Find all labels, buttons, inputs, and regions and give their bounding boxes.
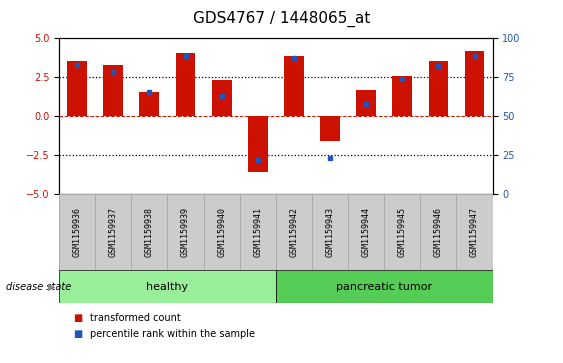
Bar xyxy=(95,194,131,270)
Bar xyxy=(276,270,493,303)
Bar xyxy=(176,53,195,116)
Text: GSM1159943: GSM1159943 xyxy=(325,207,334,257)
Text: healthy: healthy xyxy=(146,282,189,292)
Bar xyxy=(240,194,276,270)
Bar xyxy=(464,50,485,116)
Bar xyxy=(320,116,340,141)
Bar xyxy=(312,194,348,270)
Bar xyxy=(284,56,304,116)
Text: GSM1159946: GSM1159946 xyxy=(434,207,443,257)
Text: GSM1159939: GSM1159939 xyxy=(181,207,190,257)
Bar xyxy=(348,194,384,270)
Bar xyxy=(104,65,123,116)
Text: GSM1159937: GSM1159937 xyxy=(109,207,118,257)
Bar xyxy=(457,194,493,270)
Bar xyxy=(421,194,457,270)
Bar xyxy=(276,194,312,270)
Text: ■: ■ xyxy=(73,329,82,339)
Bar xyxy=(131,194,168,270)
Text: pancreatic tumor: pancreatic tumor xyxy=(336,282,432,292)
Bar xyxy=(248,116,268,172)
Text: transformed count: transformed count xyxy=(90,313,181,323)
Text: ▶: ▶ xyxy=(48,282,56,292)
Bar xyxy=(59,194,95,270)
Bar xyxy=(392,76,412,116)
Bar xyxy=(356,90,376,116)
Text: GSM1159942: GSM1159942 xyxy=(289,207,298,257)
Bar xyxy=(204,194,240,270)
Text: GSM1159936: GSM1159936 xyxy=(73,207,82,257)
Text: GSM1159940: GSM1159940 xyxy=(217,207,226,257)
Text: GDS4767 / 1448065_at: GDS4767 / 1448065_at xyxy=(193,11,370,27)
Bar xyxy=(140,92,159,116)
Bar xyxy=(59,270,276,303)
Bar xyxy=(384,194,421,270)
Text: GSM1159947: GSM1159947 xyxy=(470,207,479,257)
Text: percentile rank within the sample: percentile rank within the sample xyxy=(90,329,255,339)
Bar xyxy=(428,61,448,116)
Text: GSM1159938: GSM1159938 xyxy=(145,207,154,257)
Bar xyxy=(168,194,204,270)
Bar xyxy=(67,61,87,116)
Text: ■: ■ xyxy=(73,313,82,323)
Bar xyxy=(212,80,231,116)
Text: GSM1159941: GSM1159941 xyxy=(253,207,262,257)
Text: GSM1159945: GSM1159945 xyxy=(398,207,407,257)
Text: GSM1159944: GSM1159944 xyxy=(361,207,370,257)
Text: disease state: disease state xyxy=(6,282,71,292)
